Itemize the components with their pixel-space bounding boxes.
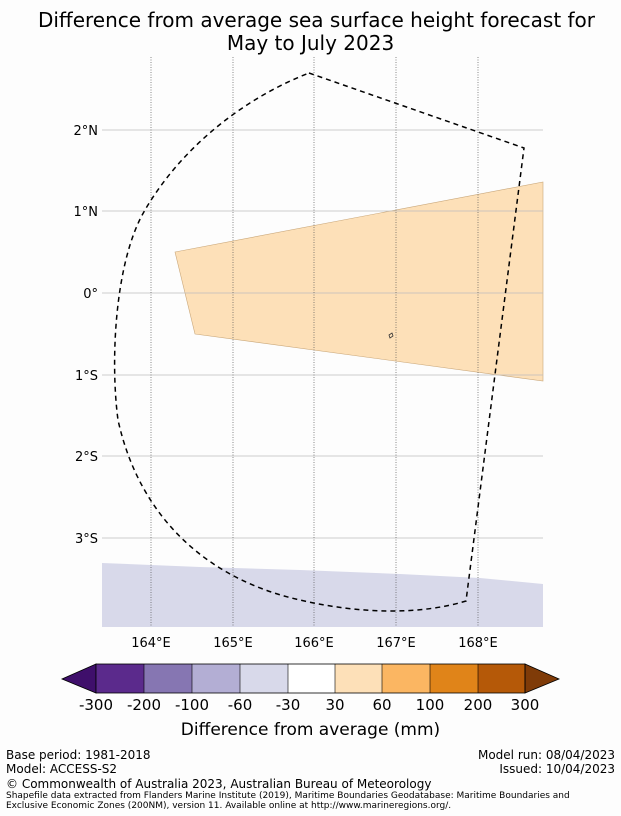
lat-label-1s: 1°S [75,369,98,384]
colorbar-bin [430,664,478,693]
colorbar-bin [288,664,335,693]
map-area [102,57,544,627]
colorbar-bin [478,664,525,693]
colorbar-tick: 60 [372,696,391,714]
colorbar-left-arrow [60,663,97,694]
lon-label-166e: 166°E [294,636,334,651]
copyright-notice: © Commonwealth of Australia 2023, Austra… [6,777,432,791]
negative-anomaly-region [102,563,543,627]
colorbar-bin [192,664,240,693]
positive-anomaly-region [174,181,544,382]
colorbar-tick: -100 [175,696,209,714]
colorbar-bin [96,664,144,693]
lat-label-1n: 1°N [74,205,99,220]
model-name: Model: ACCESS-S2 [6,762,118,776]
lat-label-3s: 3°S [75,532,98,547]
colorbar-right-arrow [524,663,561,694]
colorbar-bin [335,664,382,693]
model-run-date: Model run: 08/04/2023 [477,748,615,762]
map-title-line1: Difference from average sea surface heig… [37,8,596,32]
lat-label-0: 0° [83,287,98,302]
issued-date: Issued: 10/04/2023 [499,762,615,776]
longitude-labels: 164°E 165°E 166°E 167°E 168°E [131,636,498,651]
colorbar-tick: 100 [416,696,445,714]
colorbar-bin [382,664,430,693]
colorbar-tick: 300 [511,696,540,714]
lat-label-2n: 2°N [74,124,99,139]
colorbar-bin [144,664,192,693]
colorbar-bin [240,664,288,693]
colorbar-tick: -30 [276,696,301,714]
colorbar-title: Difference from average (mm) [180,720,441,740]
lon-label-167e: 167°E [376,636,416,651]
colorbar: -300 -200 -100 -60 -30 30 60 100 200 300 [60,663,561,714]
shapefile-credit-line1: Shapefile data extracted from Flanders M… [6,791,570,801]
map-title-line2: May to July 2023 [226,31,395,55]
colorbar-tick: -300 [79,696,113,714]
latitude-gridlines [102,129,543,539]
colorbar-tick: -60 [228,696,253,714]
lon-label-165e: 165°E [213,636,253,651]
lon-label-164e: 164°E [131,636,171,651]
base-period: Base period: 1981-2018 [6,748,151,762]
colorbar-tick: 30 [325,696,344,714]
colorbar-tick: -200 [127,696,161,714]
shapefile-credit-line2: Exclusive Economic Zones (200NM), versio… [6,801,452,811]
latitude-labels: 2°N 1°N 0° 1°S 2°S 3°S [74,124,99,547]
eez-boundary-line [113,72,525,612]
colorbar-tick: 200 [464,696,493,714]
longitude-gridlines [150,57,479,627]
island-marker [388,332,394,339]
lon-label-168e: 168°E [458,636,498,651]
lat-label-2s: 2°S [75,450,98,465]
